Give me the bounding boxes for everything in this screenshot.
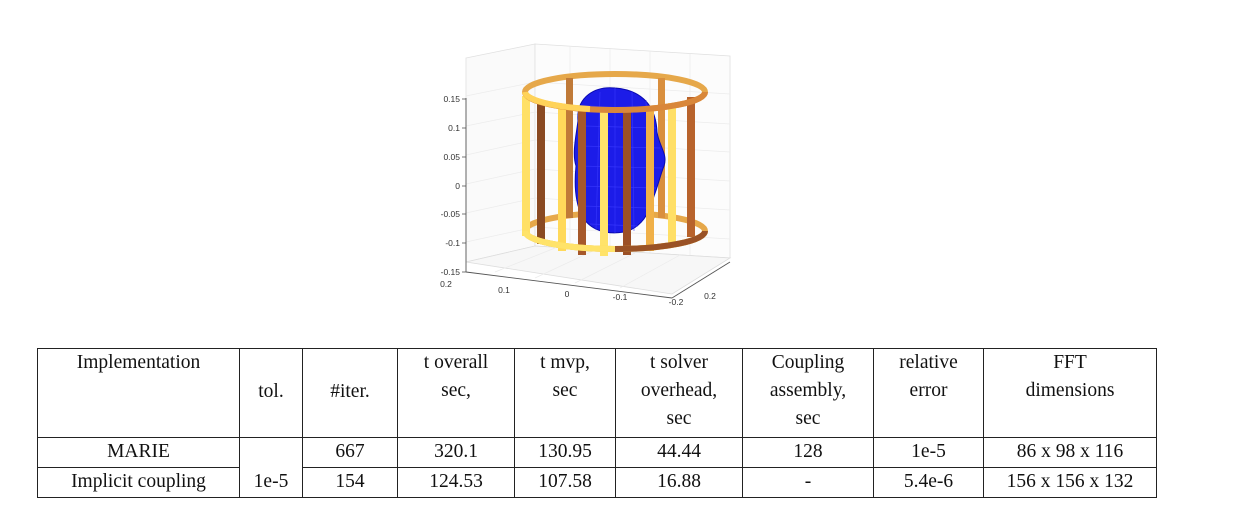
cell-t-mvp: 130.95: [514, 437, 616, 468]
x-axis-ticks: 0.2 0.1 0 -0.1 -0.2 0.2: [440, 279, 716, 307]
cell-iter: 667: [302, 437, 398, 468]
results-table: Implementation tol. #iter. t overall sec…: [37, 348, 1157, 498]
cell-t-solver: 16.88: [615, 467, 743, 498]
z-tick-label: 0.1: [448, 123, 460, 133]
cell-fft: 156 x 156 x 132: [983, 467, 1157, 498]
z-tick-label: -0.1: [445, 238, 460, 248]
cell-relative-error: 5.4e-6: [873, 467, 984, 498]
header-iter: #iter.: [302, 348, 398, 438]
y-tick-label: 0.2: [704, 291, 716, 301]
z-axis-ticks: 0.15 0.1 0.05 0 -0.05 -0.1 -0.15: [441, 94, 466, 277]
x-tick-label: 0.2: [440, 279, 452, 289]
x-tick-label: 0.1: [498, 285, 510, 295]
header-fft: FFT dimensions: [983, 348, 1157, 438]
header-coupling: Coupling assembly, sec: [742, 348, 874, 438]
table-row: MARIE 667 320.1 130.95 44.44 128 1e-5 86…: [37, 437, 1157, 468]
cell-coupling: -: [742, 467, 874, 498]
coil-head-3d-plot: 0.15 0.1 0.05 0 -0.05 -0.1 -0.15 0.2 0.1…: [410, 36, 740, 316]
header-t-solver: t solver overhead, sec: [615, 348, 743, 438]
cell-implementation: MARIE: [37, 437, 240, 468]
z-tick-label: 0.05: [443, 152, 460, 162]
coil-front-rods: [522, 96, 695, 256]
cell-t-overall: 124.53: [397, 467, 515, 498]
cell-relative-error: 1e-5: [873, 437, 984, 468]
head-model: [573, 87, 666, 234]
header-tol: tol.: [239, 348, 303, 438]
header-implementation: Implementation: [37, 348, 240, 438]
plot-canvas: 0.15 0.1 0.05 0 -0.05 -0.1 -0.15 0.2 0.1…: [440, 43, 732, 307]
table-row: Implicit coupling 1e-5 154 124.53 107.58…: [37, 467, 1157, 498]
coil-front-rings: [522, 91, 708, 252]
cell-fft: 86 x 98 x 116: [983, 437, 1157, 468]
header-t-mvp: t mvp, sec: [514, 348, 616, 438]
cell-tol: 1e-5: [239, 467, 303, 498]
cell-implementation: Implicit coupling: [37, 467, 240, 498]
z-tick-label: -0.05: [441, 209, 461, 219]
plot-floor: [465, 245, 732, 295]
cell-t-solver: 44.44: [615, 437, 743, 468]
cell-t-overall: 320.1: [397, 437, 515, 468]
x-tick-label: -0.1: [613, 292, 628, 302]
table-header-row: Implementation tol. #iter. t overall sec…: [37, 348, 1157, 438]
cell-tol: [239, 437, 303, 468]
cell-t-mvp: 107.58: [514, 467, 616, 498]
x-tick-label: -0.2: [669, 297, 684, 307]
x-tick-label: 0: [565, 289, 570, 299]
z-tick-label: -0.15: [441, 267, 461, 277]
header-relative-error: relative error: [873, 348, 984, 438]
cell-iter: 154: [302, 467, 398, 498]
z-tick-label: 0: [455, 181, 460, 191]
z-tick-label: 0.15: [443, 94, 460, 104]
header-t-overall: t overall sec,: [397, 348, 515, 438]
cell-coupling: 128: [742, 437, 874, 468]
